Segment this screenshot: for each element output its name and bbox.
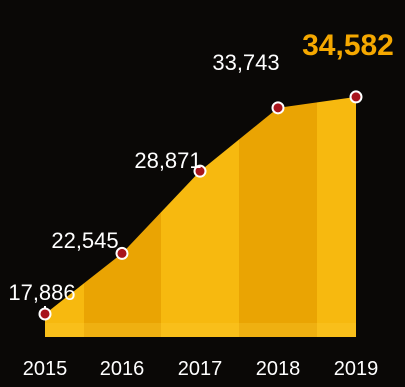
x-tick-2015: 2015	[23, 358, 68, 380]
area-band-4	[239, 102, 317, 337]
x-tick-2017: 2017	[178, 358, 223, 380]
x-axis-tick-labels: 2015 2016 2017 2018 2019	[23, 358, 379, 380]
marker-2019	[349, 90, 363, 104]
data-markers	[38, 90, 363, 321]
area-base-glow	[45, 323, 356, 337]
marker-2018	[271, 101, 285, 115]
x-tick-2018: 2018	[256, 358, 301, 380]
marker-2016	[115, 246, 129, 260]
area-band-5	[317, 96, 356, 338]
data-label-2015: 17,886	[8, 280, 75, 305]
data-label-2018: 33,743	[212, 50, 279, 75]
area-band-3	[161, 139, 239, 337]
x-tick-2019: 2019	[334, 358, 379, 380]
area-band-2	[84, 212, 161, 337]
data-label-2019: 34,582	[302, 29, 394, 62]
data-labels: 17,886 22,545 28,871 33,743 34,582	[8, 29, 394, 305]
marker-2017	[193, 164, 207, 178]
area-band-1	[45, 283, 84, 337]
x-tick-2016: 2016	[100, 358, 145, 380]
data-label-2017: 28,871	[134, 148, 201, 173]
data-label-2016: 22,545	[51, 228, 118, 253]
marker-2015	[38, 307, 52, 321]
area-bands	[45, 96, 356, 338]
